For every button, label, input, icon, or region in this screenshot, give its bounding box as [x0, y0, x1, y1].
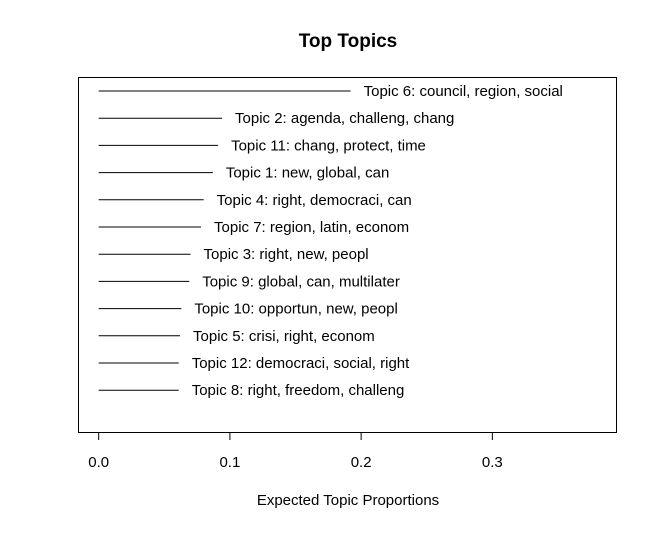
- x-tick-label: 0.2: [351, 454, 372, 471]
- bar-label: Topic 7: region, latin, econom: [214, 219, 409, 236]
- x-axis: 0.0 0.1 0.2 0.3: [88, 433, 503, 471]
- x-tick-label: 0.1: [219, 454, 240, 471]
- bar-label: Topic 11: chang, protect, time: [231, 137, 426, 154]
- x-axis-label: Expected Topic Proportions: [257, 492, 439, 509]
- chart-title: Top Topics: [299, 31, 398, 52]
- bar-label: Topic 5: crisi, right, econom: [193, 328, 375, 345]
- bar-label: Topic 4: right, democraci, can: [217, 192, 412, 209]
- bars-group: Topic 6: council, region, social Topic 2:…: [98, 83, 563, 399]
- plot-frame: [78, 77, 617, 433]
- bar-label: Topic 9: global, can, multilater: [202, 273, 400, 290]
- bar-label: Topic 3: right, new, peopl: [204, 246, 369, 263]
- bar-label: Topic 2: agenda, challeng, chang: [235, 110, 454, 127]
- bar-label: Topic 12: democraci, social, right: [192, 355, 410, 372]
- bar-label: Topic 6: council, region, social: [364, 83, 563, 100]
- bar-label: Topic 8: right, freedom, challeng: [192, 382, 405, 399]
- x-tick-label: 0.3: [482, 454, 503, 471]
- x-tick-label: 0.0: [88, 454, 109, 471]
- bar-label: Topic 1: new, global, can: [226, 165, 389, 182]
- bar-label: Topic 10: opportun, new, peopl: [194, 301, 397, 318]
